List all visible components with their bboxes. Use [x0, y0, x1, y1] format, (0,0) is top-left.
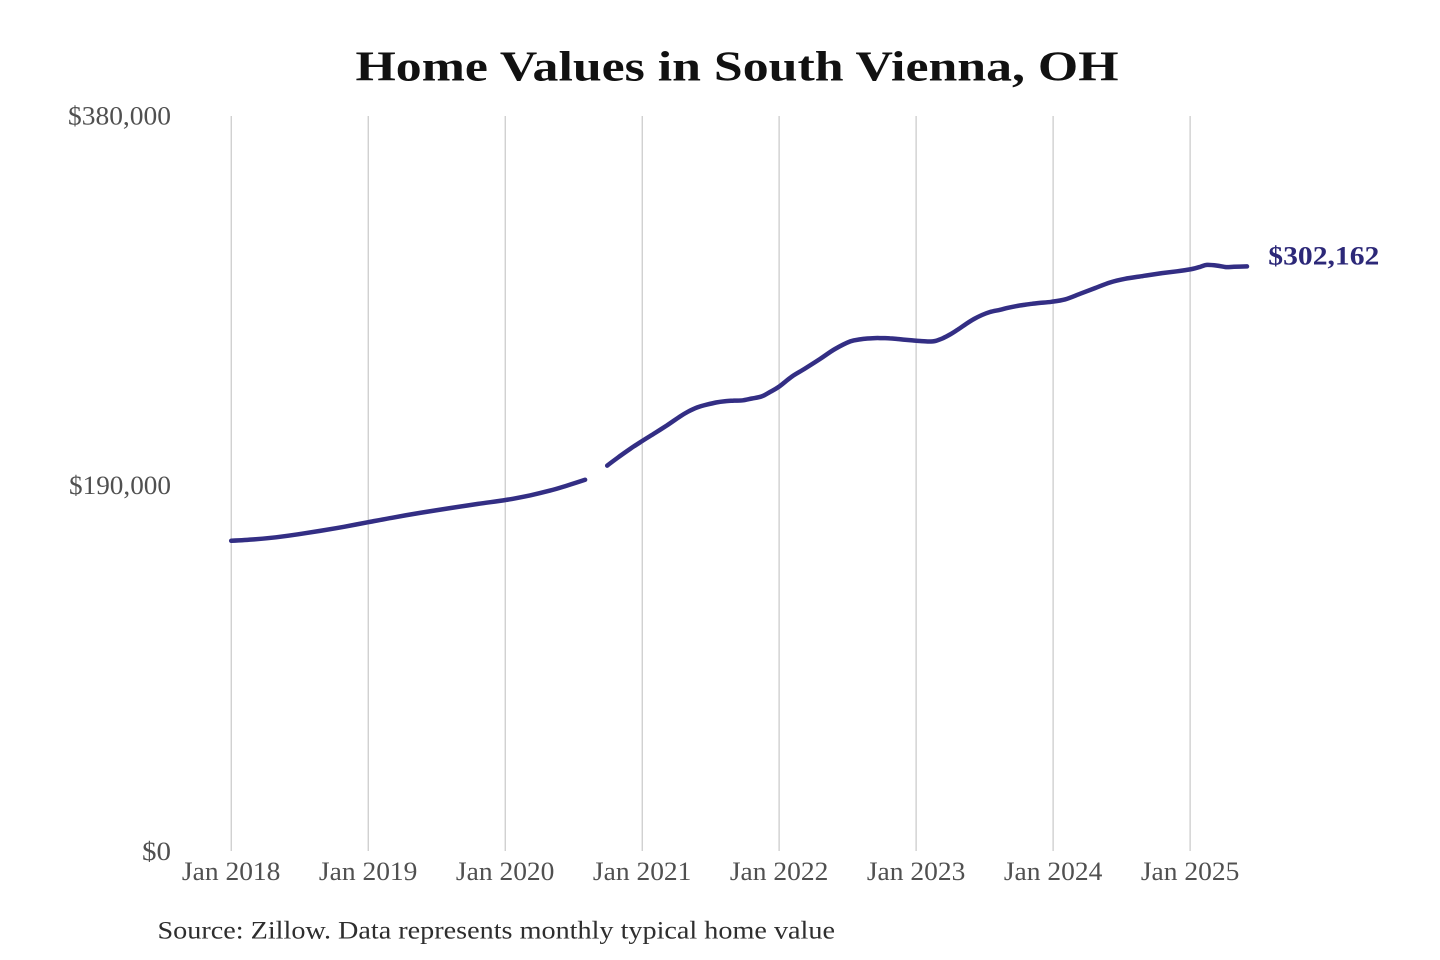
svg-text:Jan 2018: Jan 2018 — [182, 857, 281, 886]
svg-text:$0: $0 — [142, 837, 171, 866]
svg-text:Jan 2025: Jan 2025 — [1141, 857, 1240, 886]
svg-text:$302,162: $302,162 — [1268, 241, 1379, 270]
svg-text:$380,000: $380,000 — [68, 101, 171, 130]
svg-text:Jan 2021: Jan 2021 — [593, 857, 692, 886]
svg-text:Source: Zillow. Data represent: Source: Zillow. Data represents monthly … — [158, 917, 836, 944]
svg-text:Jan 2024: Jan 2024 — [1004, 857, 1103, 886]
svg-text:$190,000: $190,000 — [69, 471, 171, 500]
svg-text:Jan 2023: Jan 2023 — [867, 857, 966, 886]
svg-text:Home Values in South Vienna, O: Home Values in South Vienna, OH — [356, 45, 1119, 91]
svg-text:Jan 2020: Jan 2020 — [456, 857, 555, 886]
svg-text:Jan 2019: Jan 2019 — [319, 857, 418, 886]
svg-text:Jan 2022: Jan 2022 — [730, 857, 829, 886]
